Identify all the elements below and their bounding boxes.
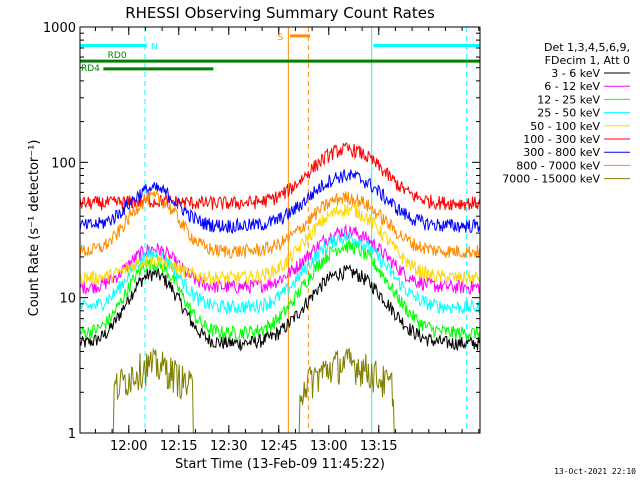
- series-line-2: [80, 238, 480, 341]
- y-axis-label: Count Rate (s⁻¹ detector⁻¹): [27, 140, 42, 317]
- legend-label-5: 100 - 300 keV: [523, 133, 600, 146]
- x-tick-label-5: 13:15: [360, 439, 397, 454]
- x-tick-label-4: 13:00: [310, 439, 347, 454]
- series-line-7: [80, 189, 480, 259]
- legend-label-6: 300 - 800 keV: [523, 146, 600, 159]
- x-tick-label-3: 12:45: [260, 439, 297, 454]
- legend-label-2: 12 - 25 keV: [537, 93, 600, 106]
- legend: Det 1,3,4,5,6,9,FDecim 1, Att 03 - 6 keV…: [502, 41, 630, 186]
- legend-label-4: 50 - 100 keV: [530, 120, 600, 133]
- legend-label-1: 6 - 12 keV: [544, 80, 600, 93]
- footer-date: 13-Oct-2021 22:10: [554, 467, 636, 476]
- x-tick-label-0: 12:00: [110, 439, 147, 454]
- x-tick-label-2: 12:30: [210, 439, 247, 454]
- chart-title: RHESSI Observing Summary Count Rates: [125, 4, 435, 22]
- legend-label-3: 25 - 50 keV: [537, 107, 600, 120]
- plot-area: [80, 27, 480, 433]
- flag-label-rd0: RD0: [108, 51, 127, 61]
- flag-label-n: N: [151, 42, 158, 52]
- series-line-8: [80, 347, 480, 433]
- series-line-3: [80, 231, 480, 315]
- y-tick-label-0: 1: [68, 427, 76, 442]
- axes: 1 10 100 1000 12:00 12:15 12:30 12:45 13:00 13:15…: [43, 21, 481, 454]
- legend-header-0: Det 1,3,4,5,6,9,: [544, 41, 630, 54]
- y-tick-label-1: 10: [59, 292, 76, 307]
- series-line-5: [80, 142, 480, 211]
- series-line-1: [80, 223, 480, 296]
- y-tick-label-3: 1000: [43, 21, 76, 36]
- series-line-0: [80, 264, 480, 352]
- plot-inner: [80, 27, 480, 433]
- x-axis-label: Start Time (13-Feb-09 11:45:22): [175, 457, 385, 472]
- legend-header-1: FDecim 1, Att 0: [545, 54, 630, 67]
- series-line-6: [80, 169, 480, 235]
- series-line-4: [80, 203, 480, 286]
- plot-frame: [79, 26, 481, 434]
- flag-label-rd4: RD4: [81, 64, 100, 74]
- legend-label-8: 7000 - 15000 keV: [502, 173, 600, 186]
- legend-label-0: 3 - 6 keV: [551, 67, 600, 80]
- legend-label-7: 800 - 7000 keV: [516, 159, 600, 172]
- x-tick-label-1: 12:15: [160, 439, 197, 454]
- y-tick-label-2: 100: [51, 156, 76, 171]
- flag-label-s: S: [278, 33, 284, 43]
